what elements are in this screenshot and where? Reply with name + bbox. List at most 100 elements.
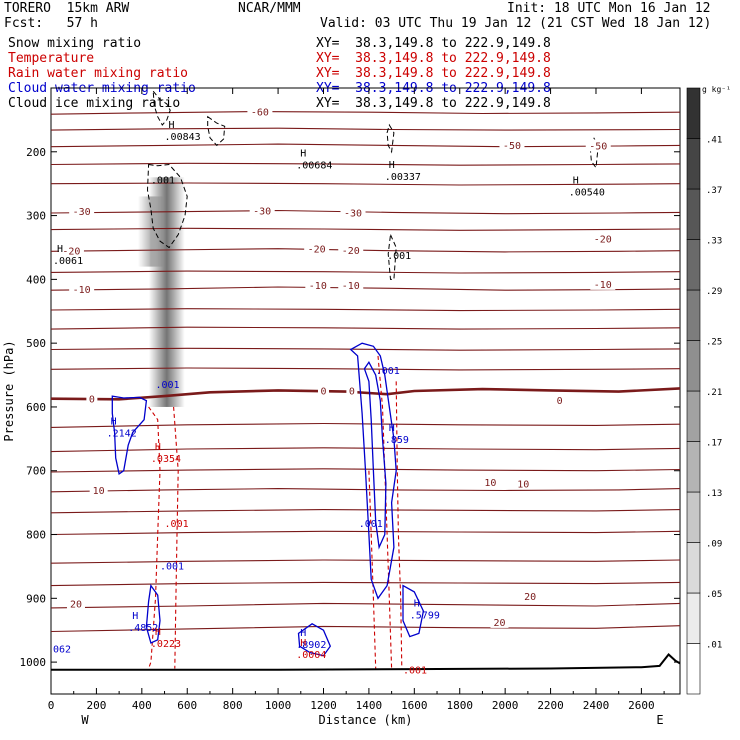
colorbar-label-3: .13 xyxy=(706,489,722,499)
y-axis-label: Pressure (hPa) xyxy=(2,340,16,441)
snow-secondary-shade xyxy=(137,196,164,267)
colorbar-box-3 xyxy=(686,491,701,543)
isotherm-label-bg-13 xyxy=(590,277,616,290)
isotherm-label-bg-23 xyxy=(521,589,540,602)
max-value-9: .8902 xyxy=(296,640,326,651)
y-tick-label-2: 400 xyxy=(26,273,46,286)
isotherm-17 xyxy=(51,468,680,473)
isotherm-15 xyxy=(51,422,680,428)
colorbar-label-8: .33 xyxy=(706,237,722,247)
colorbar-box-6 xyxy=(686,340,701,392)
terrain-surface xyxy=(51,653,680,671)
max-value-8: .0223 xyxy=(151,639,181,650)
isotherm-label-bg-5 xyxy=(340,206,366,219)
x-tick-label-3: 600 xyxy=(177,699,197,712)
isotherm-0 xyxy=(51,111,680,115)
y-tick-label-4: 600 xyxy=(26,401,46,414)
isotherm-label-bg-0 xyxy=(247,105,273,118)
x-tick-label-4: 800 xyxy=(223,699,243,712)
max-marker-10: H xyxy=(300,638,306,649)
isotherm-label-bg-14 xyxy=(86,392,98,405)
max-marker-1: H xyxy=(300,149,306,160)
max-marker-12: H xyxy=(389,423,395,434)
field-cloudice-xy: XY= 38.3,149.8 to 222.9,149.8 xyxy=(316,96,551,111)
isotherm-label-14: 0 xyxy=(89,395,95,406)
isotherm-label-bg-7 xyxy=(304,242,330,255)
center-label: NCAR/MMM xyxy=(238,1,301,16)
cloud-ice-contour-2 xyxy=(386,123,395,154)
plot-frame xyxy=(50,87,681,695)
isotherm-label-19: 10 xyxy=(484,478,496,489)
rain-contour-1 xyxy=(173,406,179,669)
colorbar-box-5 xyxy=(686,390,701,442)
cloud-water-contour-3 xyxy=(363,361,387,550)
max-marker-11: H xyxy=(414,598,420,609)
isotherm-label-20: 10 xyxy=(517,479,529,490)
cloud-water-contour-2 xyxy=(349,342,397,600)
isotherm-label-5: -30 xyxy=(344,208,362,219)
max-marker-2: H xyxy=(389,160,395,171)
x-tick-label-6: 1200 xyxy=(310,699,337,712)
contour-label-2: .001 xyxy=(155,380,179,391)
isotherm-5 xyxy=(51,209,680,215)
x-tick-label-9: 1800 xyxy=(446,699,473,712)
isotherm-label-3: -30 xyxy=(73,207,91,218)
y-tick-label-8: 1000 xyxy=(20,656,47,669)
contour-label-3: .001 xyxy=(376,366,400,377)
field-snow-name: Snow mixing ratio xyxy=(8,36,142,51)
isotherm-label-22: 20 xyxy=(493,618,505,629)
field-temperature-xy: XY= 38.3,149.8 to 222.9,149.8 xyxy=(316,51,551,66)
colorbar-label-4: .17 xyxy=(706,439,722,449)
isotherm-label-10: -10 xyxy=(73,285,91,296)
max-marker-8: H xyxy=(155,627,161,638)
isotherm-label-1: -50 xyxy=(503,141,521,152)
model-label: TORERO 15km ARW xyxy=(4,1,130,16)
isotherm-label-21: 20 xyxy=(70,599,82,610)
contour-label-5: .001 xyxy=(160,562,184,573)
field-rain-xy: XY= 38.3,149.8 to 222.9,149.8 xyxy=(316,66,551,81)
y-tick-label-1: 300 xyxy=(26,210,46,223)
y-tick-label-6: 800 xyxy=(26,529,46,542)
colorbar-unit: g kg⁻¹ xyxy=(702,85,731,94)
east-label: E xyxy=(656,713,663,727)
x-tick-label-0: 0 xyxy=(48,699,55,712)
isotherm-label-bg-3 xyxy=(69,205,95,218)
isotherm-13 xyxy=(51,367,680,371)
isotherm-label-16: 0 xyxy=(349,386,355,397)
x-tick-label-12: 2400 xyxy=(583,699,610,712)
isotherm-21 xyxy=(51,559,680,564)
cloud-ice-contour-3 xyxy=(589,136,599,170)
y-tick-label-3: 500 xyxy=(26,337,46,350)
contour-label-0: .001 xyxy=(151,176,175,187)
colorbar-label-6: .25 xyxy=(706,338,722,348)
cloud-water-contour-0 xyxy=(111,395,148,475)
max-marker-5: H xyxy=(111,416,117,427)
cloud-ice-contour-4 xyxy=(146,163,188,249)
max-marker-4: H xyxy=(57,244,63,255)
colorbar-box-8 xyxy=(686,239,701,291)
terrain-line xyxy=(51,653,680,671)
axes: 0 200 400 600 800 1000 1200 1400 1600 1800 2000 220… xyxy=(2,88,680,727)
isotherm-label-11: -10 xyxy=(309,281,327,292)
y-tick-label-0: 200 xyxy=(26,146,46,159)
rain-contour-0 xyxy=(148,406,161,669)
isotherm-label-bg-16 xyxy=(346,384,358,397)
isotherm-label-bg-21 xyxy=(66,597,85,610)
field-rain-name: Rain water mixing ratio xyxy=(8,66,189,81)
isotherm-label-17: 0 xyxy=(557,396,563,407)
isotherm-10 xyxy=(51,308,680,312)
isotherm-label-bg-22 xyxy=(490,615,509,628)
isotherm-label-23: 20 xyxy=(524,592,536,603)
colorbar-label-5: .21 xyxy=(706,388,722,398)
isotherm-9 xyxy=(51,286,680,291)
max-value-4: .0061 xyxy=(53,256,83,267)
max-marker-0: H xyxy=(169,120,175,131)
isotherm-label-6: -20 xyxy=(62,247,80,258)
isotherm-label-bg-6 xyxy=(58,244,84,257)
colorbar-label-7: .29 xyxy=(706,287,722,297)
isotherm-18 xyxy=(51,488,680,493)
mixing-ratio-contours xyxy=(111,89,599,669)
max-value-2: .00337 xyxy=(385,172,421,183)
colorbar-label-9: .37 xyxy=(706,186,722,196)
